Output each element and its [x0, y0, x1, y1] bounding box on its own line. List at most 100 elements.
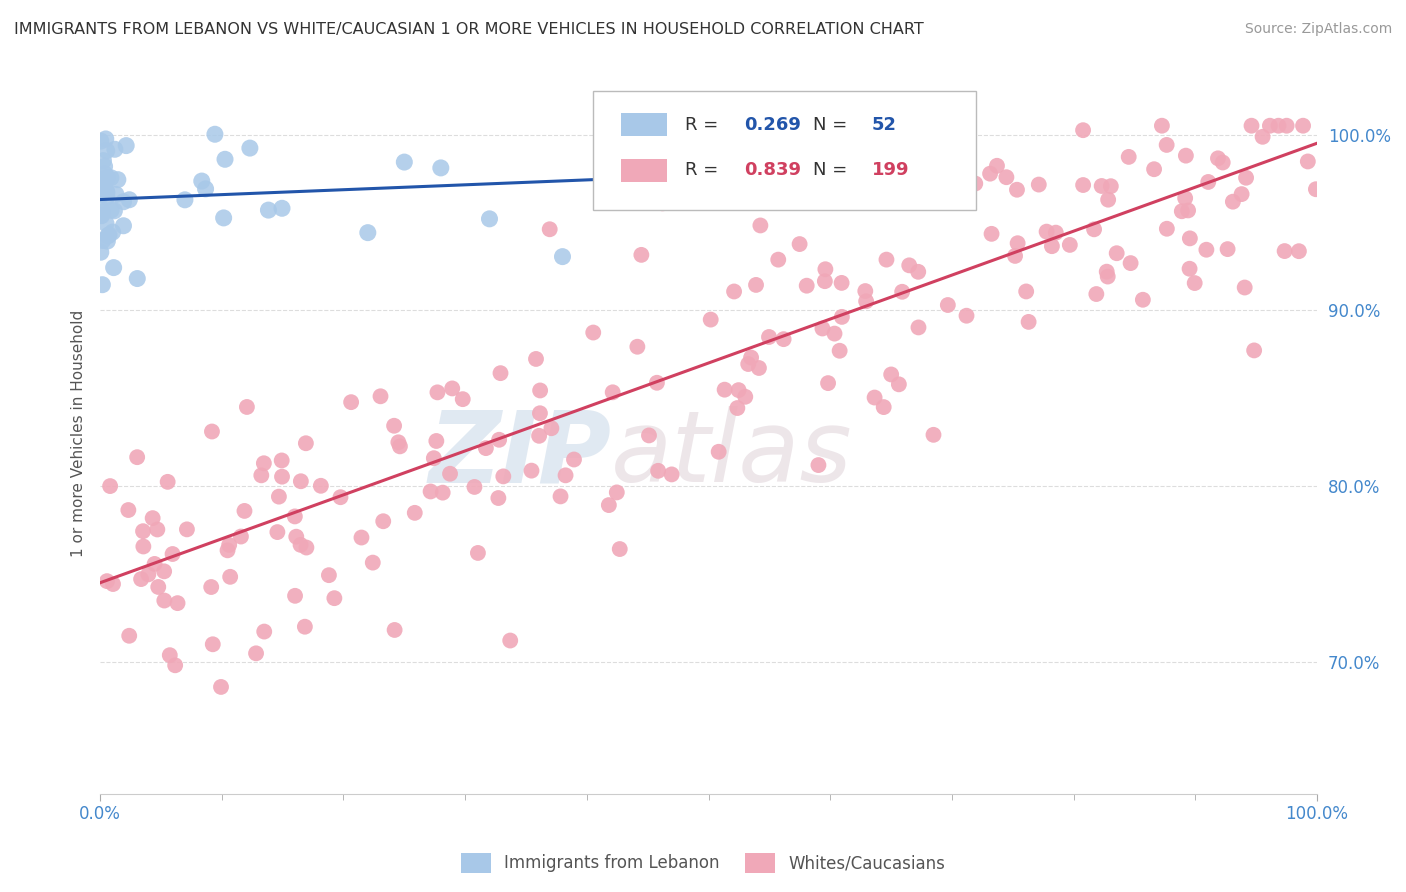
Point — [132, 524, 155, 539]
Point — [638, 428, 661, 442]
Point — [91, 234, 114, 248]
Point — [1184, 276, 1206, 290]
Point — [727, 383, 749, 397]
Point — [529, 384, 551, 398]
Point — [475, 441, 498, 455]
Point — [1085, 287, 1108, 301]
Point — [93, 181, 115, 195]
Point — [217, 543, 239, 558]
Point — [166, 596, 188, 610]
Point — [96, 574, 118, 588]
Point — [907, 320, 929, 334]
Text: 0.269: 0.269 — [744, 116, 800, 134]
Point — [425, 434, 447, 448]
Point — [707, 444, 730, 458]
Point — [1132, 293, 1154, 307]
Point — [236, 400, 259, 414]
Point — [143, 557, 166, 571]
Point — [271, 469, 294, 483]
Point — [828, 343, 851, 358]
Point — [713, 383, 735, 397]
Point — [898, 258, 921, 272]
Point — [1178, 231, 1201, 245]
Point — [271, 202, 294, 216]
Point — [426, 385, 449, 400]
Point — [562, 452, 585, 467]
Point — [1097, 193, 1119, 207]
Point — [598, 498, 620, 512]
Point — [875, 252, 897, 267]
Point — [104, 142, 127, 156]
Point — [162, 547, 184, 561]
Point — [1240, 119, 1263, 133]
Point — [1174, 191, 1197, 205]
Point — [527, 429, 550, 443]
Point — [725, 401, 748, 415]
Point — [245, 646, 267, 660]
Point — [748, 361, 770, 376]
Point — [609, 542, 631, 557]
Point — [1143, 162, 1166, 177]
Point — [1071, 123, 1094, 137]
Point — [253, 624, 276, 639]
Point — [357, 226, 380, 240]
Point — [91, 187, 114, 202]
Point — [550, 489, 572, 503]
Point — [117, 503, 139, 517]
Point — [907, 265, 929, 279]
Point — [796, 278, 818, 293]
Y-axis label: 1 or more Vehicles in Household: 1 or more Vehicles in Household — [72, 310, 86, 557]
Point — [891, 285, 914, 299]
Text: Source: ZipAtlas.com: Source: ZipAtlas.com — [1244, 22, 1392, 37]
Text: 0.839: 0.839 — [744, 161, 801, 179]
Point — [290, 475, 312, 489]
Point — [1177, 203, 1199, 218]
Point — [529, 406, 551, 420]
Point — [814, 262, 837, 277]
Point — [887, 377, 910, 392]
Point — [115, 138, 138, 153]
Point — [90, 209, 112, 223]
Point — [214, 153, 236, 167]
Point — [101, 225, 124, 239]
Point — [723, 285, 745, 299]
Point — [1105, 246, 1128, 260]
Point — [373, 514, 395, 528]
Point — [651, 196, 673, 211]
Point — [740, 351, 762, 365]
Point — [404, 506, 426, 520]
Point — [127, 450, 149, 465]
Point — [863, 391, 886, 405]
Point — [995, 170, 1018, 185]
Point — [127, 271, 149, 285]
Point — [96, 172, 118, 186]
Point — [107, 172, 129, 186]
Point — [1212, 155, 1234, 169]
Point — [318, 568, 340, 582]
Point — [388, 439, 411, 453]
Point — [1099, 179, 1122, 194]
Point — [582, 326, 605, 340]
Point — [118, 629, 141, 643]
Point — [284, 509, 307, 524]
Point — [419, 484, 441, 499]
Point — [1040, 239, 1063, 253]
Point — [811, 321, 834, 335]
Point — [219, 570, 242, 584]
Point — [129, 572, 152, 586]
Point — [1267, 119, 1289, 133]
Point — [96, 184, 118, 198]
Point — [538, 222, 561, 236]
Point — [153, 565, 176, 579]
Point — [965, 177, 987, 191]
Point — [922, 427, 945, 442]
Point — [1004, 249, 1026, 263]
Point — [1028, 178, 1050, 192]
Point — [645, 376, 668, 390]
Point — [97, 228, 120, 243]
Point — [156, 475, 179, 489]
Point — [1005, 183, 1028, 197]
Point — [745, 277, 768, 292]
Point — [148, 580, 170, 594]
Point — [309, 479, 332, 493]
